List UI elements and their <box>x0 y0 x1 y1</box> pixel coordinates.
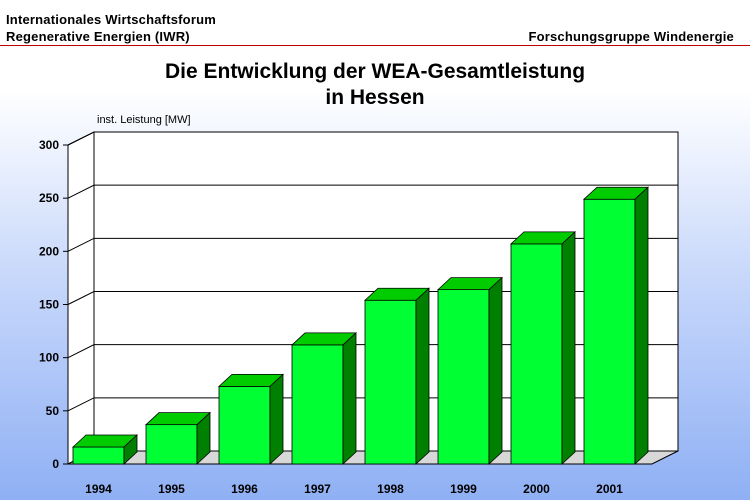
bar-side <box>269 373 284 465</box>
research-group-name: Forschungsgruppe Windenergie <box>528 29 734 44</box>
organization-name-line1: Internationales Wirtschaftsforum <box>6 12 216 27</box>
bar-side <box>634 186 649 465</box>
bar-front <box>72 446 125 465</box>
y-tick-label: 50 <box>46 404 60 418</box>
y-tick-label: 150 <box>39 298 59 312</box>
bar-front <box>218 385 271 465</box>
y-axis-label: inst. Leistung [MW] <box>97 114 191 126</box>
x-tick-label: 1997 <box>304 482 331 496</box>
bar-side <box>342 331 357 465</box>
x-tick-label: 1996 <box>231 482 258 496</box>
bar-1996 <box>217 373 285 465</box>
gridline <box>67 184 678 199</box>
y-tick-label: 0 <box>52 457 59 471</box>
bar-1998 <box>363 287 431 465</box>
bar-1997 <box>290 331 358 465</box>
bar-front <box>364 299 417 465</box>
y-tick-label: 250 <box>39 191 59 205</box>
bar-front <box>510 243 563 465</box>
chart-title: Die Entwicklung der WEA-Gesamtleistung <box>164 60 586 83</box>
bar-front <box>437 289 490 465</box>
x-tick-label: 1994 <box>85 482 112 496</box>
bar-1994 <box>71 434 139 465</box>
bar-1995 <box>144 411 212 465</box>
bar-front <box>145 424 198 465</box>
bar-side <box>415 287 430 465</box>
organization-name-line2: Regenerative Energien (IWR) <box>6 29 190 44</box>
bar-1999 <box>436 276 504 465</box>
y-tick-label: 200 <box>39 244 59 258</box>
chart-subtitle: in Hessen <box>325 86 425 109</box>
y-tick-label: 100 <box>39 351 59 365</box>
bar-front <box>291 344 344 465</box>
x-tick-label: 2001 <box>596 482 623 496</box>
bar-front <box>583 198 636 465</box>
bar-2001 <box>582 186 650 465</box>
bar-2000 <box>509 230 577 465</box>
x-tick-label: 2000 <box>523 482 550 496</box>
bar-side <box>561 230 576 465</box>
x-tick-label: 1998 <box>377 482 404 496</box>
gridline <box>67 131 678 146</box>
x-tick-label: 1995 <box>158 482 185 496</box>
bar-side <box>123 434 138 465</box>
gridline <box>67 237 678 252</box>
header-divider <box>0 45 750 46</box>
x-tick-label: 1999 <box>450 482 477 496</box>
bar-side <box>488 276 503 465</box>
bar-side <box>196 411 211 465</box>
y-tick-label: 300 <box>39 138 59 152</box>
